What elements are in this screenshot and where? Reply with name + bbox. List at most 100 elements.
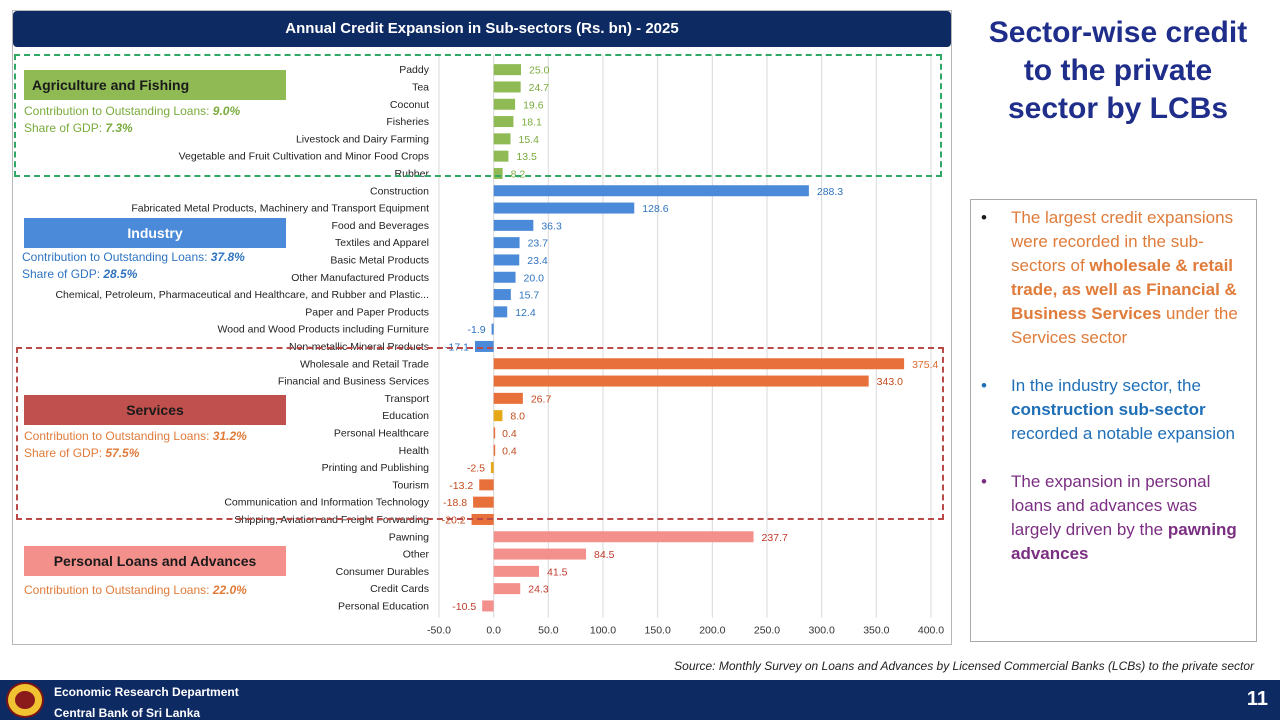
data-label: 237.7 [762,532,788,544]
central-bank-logo-icon [6,682,44,718]
services-contribution: Contribution to Outstanding Loans: 31.2% [24,429,247,443]
data-label: 8.0 [510,411,525,423]
data-label: 41.5 [547,566,568,578]
data-label: -10.5 [452,601,476,613]
category-label: Paper and Paper Products [305,306,429,318]
category-label: Fabricated Metal Products, Machinery and… [131,203,429,215]
category-label: Consumer Durables [336,566,429,578]
category-label: Paddy [399,64,430,76]
category-label: Financial and Business Services [278,376,429,388]
bar [493,254,520,266]
category-label: Construction [370,185,429,197]
category-label: Basic Metal Products [330,254,429,266]
bar [493,271,516,283]
category-label: Personal Healthcare [334,427,429,439]
category-label: Chemical, Petroleum, Pharmaceutical and … [55,289,429,301]
data-label: 25.0 [529,65,550,77]
data-label: 24.3 [528,584,549,596]
bar [482,600,494,612]
x-tick-label: 350.0 [863,625,889,637]
bar [493,185,809,197]
bar [493,375,869,387]
department-name: Economic Research Department [54,685,239,699]
bar [491,323,494,335]
bar [493,565,540,577]
personal-loans-contribution: Contribution to Outstanding Loans: 22.0% [24,583,247,597]
category-label: Tea [412,81,429,93]
data-label: 128.6 [642,203,668,215]
bullet-point-1: • The largest credit expansions were rec… [981,208,1238,347]
data-label: -20.2 [442,514,466,526]
footer: Economic Research Department Central Ban… [0,680,1280,720]
bar [493,427,496,439]
x-tick-label: 250.0 [754,625,780,637]
bullet-marker: • [981,472,987,491]
chart-title: Annual Credit Expansion in Sub-sectors (… [13,11,951,47]
bar [493,583,521,595]
data-label: 343.0 [877,376,903,388]
data-label: 12.4 [515,307,536,319]
bank-name: Central Bank of Sri Lanka [54,706,201,720]
x-tick-label: 0.0 [486,625,501,637]
data-label: 288.3 [817,186,843,198]
agriculture-gdp-share: Share of GDP: 7.3% [24,121,133,135]
x-tick-label: -50.0 [427,625,451,637]
source-note: Source: Monthly Survey on Loans and Adva… [674,659,1254,673]
bar [493,150,509,162]
page-number: 11 [1246,688,1268,710]
data-label: -13.2 [449,480,473,492]
bar-chart: -50.0 0.0 50.0 100.0 150.0 200.0 250.0 300.0 350… [55,55,944,637]
bar [493,531,754,543]
bullet-point-2: • In the industry sector, the constructi… [981,376,1235,443]
category-label: Rubber [395,168,430,180]
services-label: Services [24,395,286,425]
x-tick-label: 400.0 [918,625,944,637]
bar [490,462,494,474]
data-label: 20.0 [524,272,545,284]
category-label: Coconut [390,99,429,111]
data-label: 0.4 [502,445,517,457]
bar [493,116,514,128]
industry-contribution: Contribution to Outstanding Loans: 37.8% [22,250,245,264]
bullet-marker: • [981,208,987,227]
data-label: 23.4 [527,255,548,267]
bar [493,237,520,249]
bar [471,513,494,525]
industry-label: Industry [24,218,286,248]
data-label: 36.3 [541,220,562,232]
category-label: Pawning [389,531,429,543]
bar [493,64,521,76]
data-label: 23.7 [528,238,549,250]
data-label: 8.2 [511,168,526,180]
category-label: Fisheries [386,116,429,128]
bar [493,548,587,560]
category-label: Livestock and Dairy Farming [296,133,429,145]
category-label: Education [382,410,429,422]
data-label: -1.9 [467,324,485,336]
key-points-box: • The largest credit expansions were rec… [970,199,1257,642]
bar [493,98,516,110]
x-tick-label: 50.0 [538,625,559,637]
personal-loans-label: Personal Loans and Advances [24,546,286,576]
category-label: Personal Education [338,600,429,612]
category-label: Communication and Information Technology [224,497,429,509]
category-label: Other [403,549,430,561]
data-label: -2.5 [467,463,485,475]
data-label: 19.6 [523,99,544,111]
x-tick-label: 100.0 [590,625,616,637]
data-label: 0.4 [502,428,517,440]
bar [493,81,521,93]
bar [474,340,494,352]
category-label: Printing and Publishing [322,462,430,474]
category-label: Tourism [392,479,429,491]
category-label: Wood and Wood Products including Furnitu… [218,324,430,336]
bar [479,479,494,491]
x-tick-label: 200.0 [699,625,725,637]
bullet-point-3: • The expansion in personal loans and ad… [981,472,1237,563]
industry-gdp-share: Share of GDP: 28.5% [22,267,138,281]
data-label: -17.1 [445,341,469,353]
bar [493,392,523,404]
bar [493,444,496,456]
category-label: Textiles and Apparel [335,237,429,249]
data-label: 375.4 [912,359,938,371]
